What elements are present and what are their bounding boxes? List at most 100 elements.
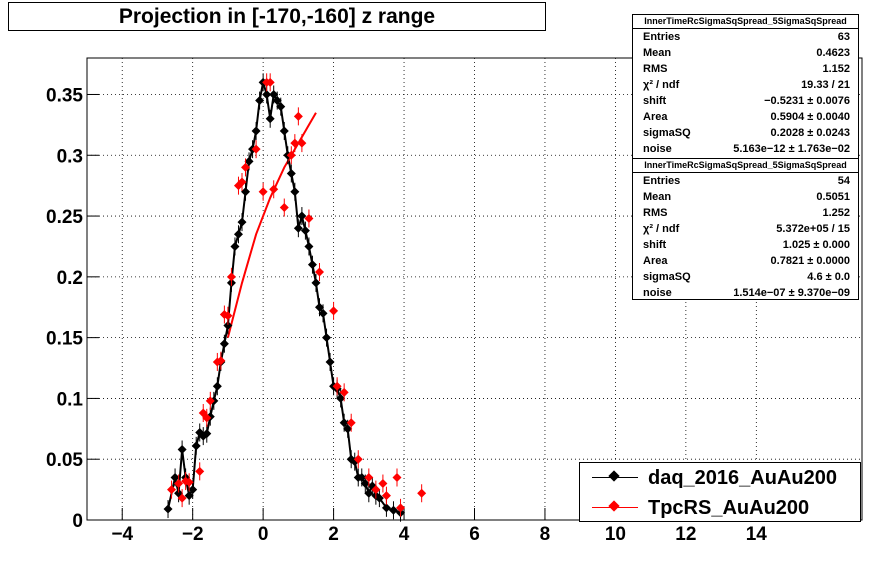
y-tick-label: 0 (72, 511, 83, 532)
stats-label: χ² / ndf (643, 79, 680, 91)
legend-entry-daq: daq_2016_AuAu200 (580, 463, 860, 493)
stats-value: 0.2028 ± 0.0243 (770, 127, 850, 139)
stats-value: 4.6 ± 0.0 (807, 271, 850, 283)
data-point (265, 77, 275, 87)
data-point (202, 429, 212, 439)
data-point (216, 356, 226, 366)
y-tick-label: 0.05 (46, 450, 83, 471)
stats-title: InnerTimeRcSigmaSqSpread_5SigmaSqSpread (633, 15, 858, 29)
data-point (251, 144, 261, 154)
x-tick-label: 2 (328, 524, 339, 545)
stats-label: sigmaSQ (643, 271, 691, 283)
data-point (290, 138, 300, 148)
stats-value: −0.5231 ± 0.0076 (764, 95, 850, 107)
data-point (230, 241, 240, 251)
data-point (279, 203, 289, 213)
data-point (184, 477, 194, 487)
stats-row: χ² / ndf 5.372e+05 / 15 (633, 221, 858, 237)
data-point (329, 306, 339, 316)
y-tick-label: 0.25 (46, 207, 83, 228)
data-point (381, 491, 391, 501)
fit-line (226, 112, 317, 338)
x-tick-label: 8 (540, 524, 551, 545)
data-point (255, 96, 265, 106)
stats-row: Area 0.5904 ± 0.0040 (633, 109, 858, 125)
data-point (307, 260, 317, 270)
data-point (315, 302, 324, 312)
data-point (286, 150, 296, 160)
stats-label: shift (643, 95, 667, 107)
data-point (195, 466, 205, 476)
data-point (177, 493, 187, 503)
axes (86, 57, 863, 521)
stats-label: Entries (643, 31, 681, 43)
stats-label: Mean (643, 191, 672, 203)
data-point (381, 503, 391, 513)
data-point (262, 89, 272, 99)
stats-box-daq: InnerTimeRcSigmaSqSpread_5SigmaSqSpread … (632, 14, 859, 159)
stats-row: Mean 0.5051 (633, 189, 858, 205)
stats-value: 5.163e−12 ± 1.763e−02 (733, 143, 850, 155)
data-point (325, 357, 335, 367)
stats-value: 0.7821 ± 0.0000 (770, 255, 850, 267)
data-point (212, 381, 222, 391)
data-point (177, 444, 187, 454)
data-point (332, 381, 342, 391)
y-tick-label: 0.2 (57, 268, 83, 289)
stats-rows: Entries 54 Mean 0.5051 RMS 1.252 χ² / ndf 5.372… (633, 173, 858, 301)
data-point (322, 333, 332, 343)
data-point (163, 504, 173, 514)
data-point (223, 311, 233, 321)
data-point (279, 126, 289, 136)
chart-title: Projection in [-170,-160] z range (8, 2, 546, 31)
stats-value: 1.514e−07 ± 9.370e−09 (733, 287, 850, 299)
data-point (388, 505, 398, 515)
tick-labels: −4 −2 0 2 4 6 8 10 12 14 0 0.05 0.1 0.15 0.2 0.25 0.3 0.3… (46, 85, 767, 545)
data-point (226, 272, 236, 282)
data-point (241, 162, 251, 172)
data-point (276, 102, 286, 112)
data-point (417, 488, 427, 498)
data-point (184, 491, 194, 501)
data-point (290, 187, 300, 197)
stats-value: 0.5904 ± 0.0040 (770, 111, 850, 123)
stats-value: 63 (837, 31, 850, 43)
stats-row: Mean 0.4623 (633, 45, 858, 61)
data-point (300, 226, 310, 236)
stats-row: Entries 54 (633, 173, 858, 189)
data-point (219, 339, 229, 349)
data-point (360, 479, 370, 489)
stats-row: sigmaSQ 4.6 ± 0.0 (633, 269, 858, 285)
stats-value: 19.33 / 21 (801, 79, 850, 91)
data-point (357, 472, 367, 482)
x-tick-label: 14 (746, 524, 768, 545)
data-point (251, 126, 261, 136)
data-point (167, 485, 177, 495)
data-point (293, 223, 303, 233)
y-tick-label: 0.1 (57, 389, 84, 410)
data-point (304, 213, 314, 223)
stats-row: RMS 1.152 (633, 61, 858, 77)
data-point (339, 418, 349, 428)
data-point (304, 241, 314, 251)
stats-value: 5.372e+05 / 15 (776, 223, 850, 235)
stats-row: χ² / ndf 19.33 / 21 (633, 77, 858, 93)
stats-value: 54 (837, 175, 850, 187)
data-point (170, 472, 180, 482)
stats-row: Entries 63 (633, 29, 858, 45)
data-point (244, 156, 254, 166)
x-tick-label: 0 (258, 524, 269, 545)
data-point (346, 418, 356, 428)
data-point (343, 424, 353, 434)
legend-label: TpcRS_AuAu200 (648, 497, 810, 519)
stats-title: InnerTimeRcSigmaSqSpread_5SigmaSqSpread (633, 159, 858, 173)
data-point (233, 229, 243, 239)
stats-label: shift (643, 239, 667, 251)
data-point (258, 187, 268, 197)
stats-row: shift −0.5231 ± 0.0076 (633, 93, 858, 109)
data-point (364, 488, 374, 498)
data-point (378, 479, 388, 489)
stats-label: Mean (643, 47, 672, 59)
stats-value: 1.152 (822, 63, 850, 75)
